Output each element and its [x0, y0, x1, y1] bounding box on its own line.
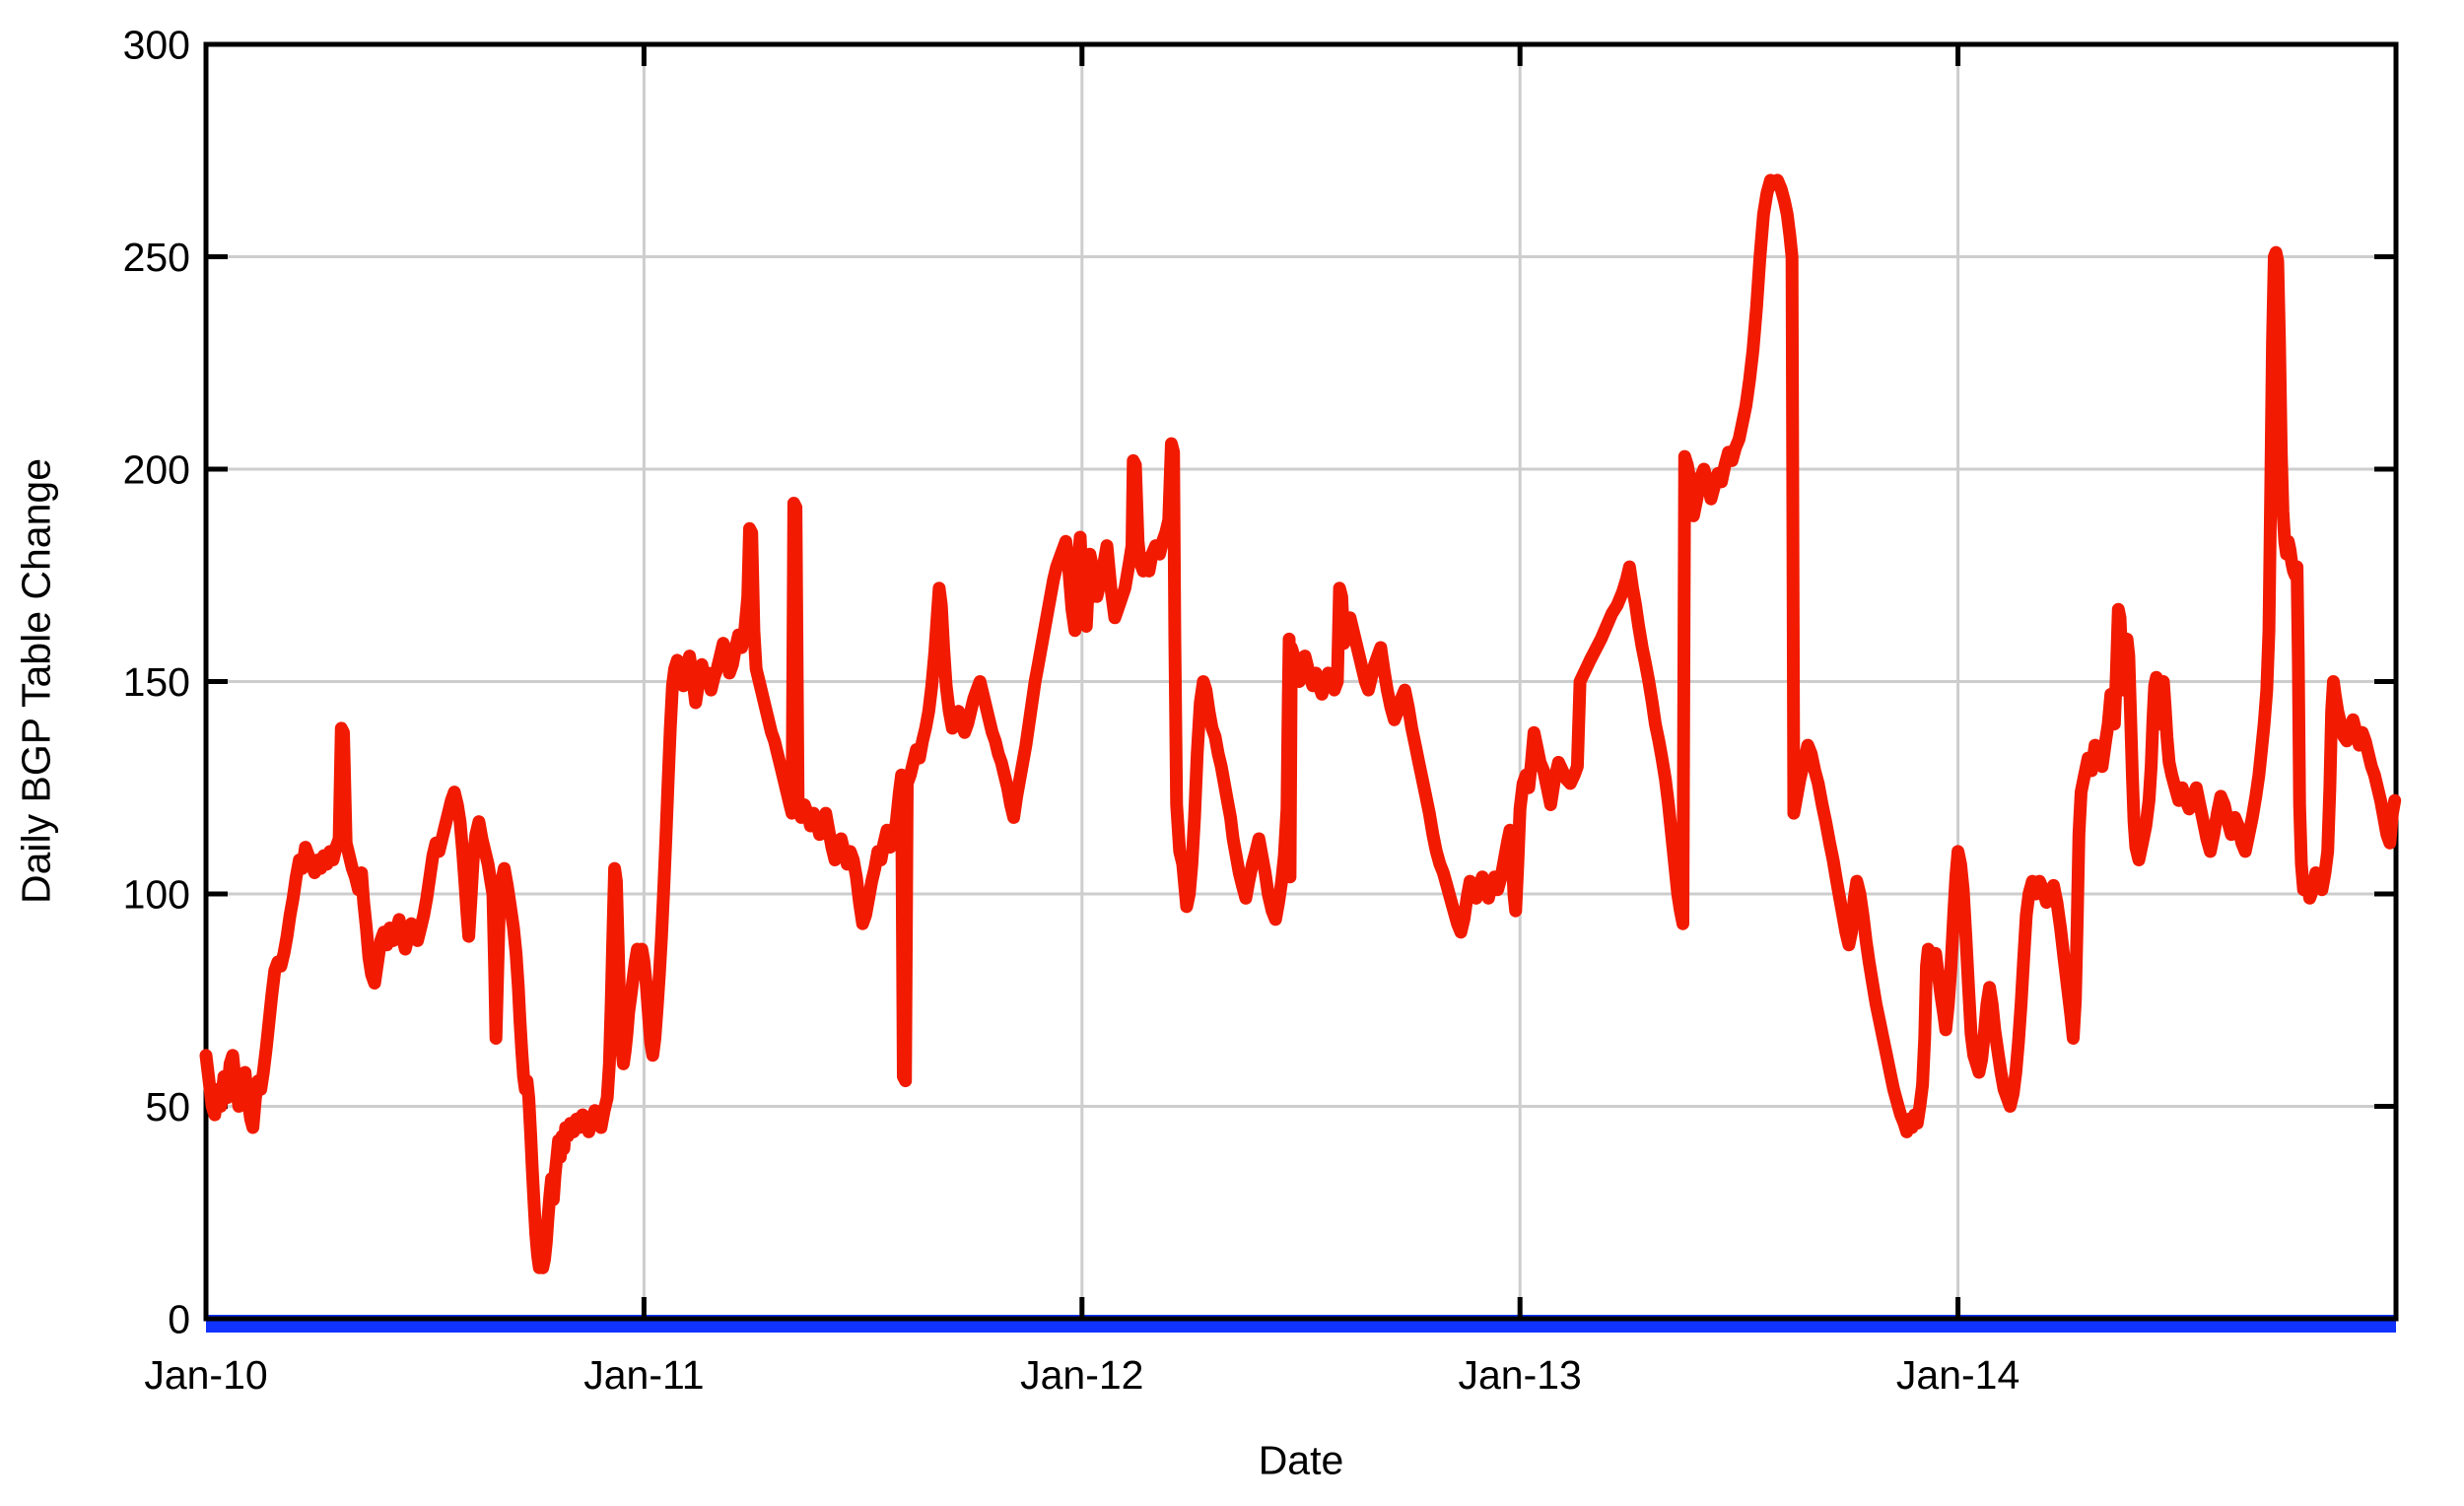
y-tick-label: 300	[123, 22, 190, 67]
daily-change-series	[199, 173, 2402, 1274]
x-tick-label: Jan-14	[1896, 1352, 2019, 1398]
y-axis-title: Daily BGP Table Change	[13, 457, 59, 905]
x-axis-title: Date	[1258, 1437, 1344, 1483]
y-tick-label: 150	[123, 659, 190, 705]
x-tick-label: Jan-10	[144, 1352, 267, 1398]
y-tick-label: 200	[123, 446, 190, 492]
y-tick-label: 250	[123, 235, 190, 280]
y-tick-label: 0	[168, 1296, 190, 1341]
x-tick-label: Jan-13	[1459, 1352, 1582, 1398]
y-tick-label: 50	[145, 1084, 190, 1130]
x-tick-label: Jan-11	[583, 1352, 704, 1398]
y-tick-label: 100	[123, 871, 190, 917]
x-tick-label: Jan-12	[1020, 1352, 1143, 1398]
